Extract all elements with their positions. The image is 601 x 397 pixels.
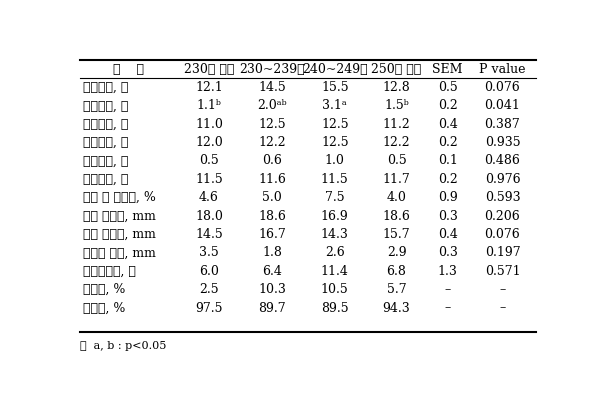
Text: 이유 전 폐사율, %: 이유 전 폐사율, %: [82, 191, 156, 204]
Text: 14.3: 14.3: [321, 228, 349, 241]
Text: –: –: [445, 283, 451, 296]
Text: 총산자수, 두: 총산자수, 두: [82, 81, 128, 94]
Text: 12.5: 12.5: [258, 118, 285, 131]
Text: 0.206: 0.206: [484, 210, 520, 223]
Text: –: –: [499, 302, 505, 314]
Text: 6.4: 6.4: [262, 265, 282, 278]
Text: 0.3: 0.3: [438, 210, 458, 223]
Text: 12.0: 12.0: [195, 136, 223, 149]
Text: 2.9: 2.9: [386, 247, 406, 259]
Text: 89.5: 89.5: [321, 302, 349, 314]
Text: 구    분: 구 분: [113, 63, 144, 75]
Text: 6.8: 6.8: [386, 265, 406, 278]
Text: 0.5: 0.5: [199, 154, 219, 168]
Text: 11.0: 11.0: [195, 118, 223, 131]
Text: 2.6: 2.6: [325, 247, 344, 259]
Text: 230일 미만: 230일 미만: [184, 63, 234, 75]
Text: 0.6: 0.6: [262, 154, 282, 168]
Text: 1.0: 1.0: [325, 154, 345, 168]
Text: 6.0: 6.0: [199, 265, 219, 278]
Text: 분만율, %: 분만율, %: [82, 302, 125, 314]
Text: 89.7: 89.7: [258, 302, 285, 314]
Text: 0.2: 0.2: [438, 136, 457, 149]
Text: 0.197: 0.197: [484, 247, 520, 259]
Text: 0.486: 0.486: [484, 154, 520, 168]
Text: 0.935: 0.935: [484, 136, 520, 149]
Text: 실포유수, 두: 실포유수, 두: [82, 136, 128, 149]
Text: 12.2: 12.2: [258, 136, 285, 149]
Text: ※  a, b : p<0.05: ※ a, b : p<0.05: [80, 341, 166, 351]
Text: 11.6: 11.6: [258, 173, 286, 186]
Text: 0.976: 0.976: [484, 173, 520, 186]
Text: 11.4: 11.4: [321, 265, 349, 278]
Text: 등지방 변화, mm: 등지방 변화, mm: [82, 247, 156, 259]
Text: 0.3: 0.3: [438, 247, 458, 259]
Text: 11.7: 11.7: [383, 173, 410, 186]
Text: 97.5: 97.5: [195, 302, 223, 314]
Text: 0.5: 0.5: [386, 154, 406, 168]
Text: 분만 등지방, mm: 분만 등지방, mm: [82, 210, 156, 223]
Text: 3.5: 3.5: [199, 247, 219, 259]
Text: 15.7: 15.7: [383, 228, 410, 241]
Text: 5.7: 5.7: [386, 283, 406, 296]
Text: 12.5: 12.5: [321, 136, 349, 149]
Text: 18.6: 18.6: [258, 210, 286, 223]
Text: 0.4: 0.4: [438, 228, 458, 241]
Text: 18.6: 18.6: [383, 210, 410, 223]
Text: 이유두수, 두: 이유두수, 두: [82, 173, 128, 186]
Text: 12.8: 12.8: [383, 81, 410, 94]
Text: 10.3: 10.3: [258, 283, 286, 296]
Text: 11.5: 11.5: [321, 173, 349, 186]
Text: 230~239일: 230~239일: [239, 63, 305, 75]
Text: 12.1: 12.1: [195, 81, 223, 94]
Text: 0.5: 0.5: [438, 81, 457, 94]
Text: 2.0ᵃᵇ: 2.0ᵃᵇ: [257, 99, 287, 112]
Text: 0.9: 0.9: [438, 191, 457, 204]
Text: –: –: [499, 283, 505, 296]
Text: 도태율, %: 도태율, %: [82, 283, 125, 296]
Text: 7.5: 7.5: [325, 191, 344, 204]
Text: 0.4: 0.4: [438, 118, 458, 131]
Text: 0.2: 0.2: [438, 173, 457, 186]
Text: 4.0: 4.0: [386, 191, 406, 204]
Text: 3.1ᵃ: 3.1ᵃ: [322, 99, 347, 112]
Text: 4.6: 4.6: [199, 191, 219, 204]
Text: 실산자수, 두: 실산자수, 두: [82, 118, 128, 131]
Text: 18.0: 18.0: [195, 210, 223, 223]
Text: 포유폐사, 두: 포유폐사, 두: [82, 154, 128, 168]
Text: 0.076: 0.076: [484, 228, 520, 241]
Text: 94.3: 94.3: [383, 302, 410, 314]
Text: 0.041: 0.041: [484, 99, 520, 112]
Text: 발정재귀일, 일: 발정재귀일, 일: [82, 265, 135, 278]
Text: 2.5: 2.5: [199, 283, 219, 296]
Text: 1.1ᵇ: 1.1ᵇ: [197, 99, 222, 112]
Text: P value: P value: [479, 63, 526, 75]
Text: 0.2: 0.2: [438, 99, 457, 112]
Text: –: –: [445, 302, 451, 314]
Text: 16.9: 16.9: [321, 210, 349, 223]
Text: 0.076: 0.076: [484, 81, 520, 94]
Text: 15.5: 15.5: [321, 81, 349, 94]
Text: SEM: SEM: [433, 63, 463, 75]
Text: 1.3: 1.3: [438, 265, 458, 278]
Text: 0.593: 0.593: [484, 191, 520, 204]
Text: 14.5: 14.5: [258, 81, 286, 94]
Text: 250일 이상: 250일 이상: [371, 63, 422, 75]
Text: 11.2: 11.2: [383, 118, 410, 131]
Text: 16.7: 16.7: [258, 228, 286, 241]
Text: 1.5ᵇ: 1.5ᵇ: [384, 99, 409, 112]
Text: 11.5: 11.5: [195, 173, 223, 186]
Text: 이유 등지방, mm: 이유 등지방, mm: [82, 228, 156, 241]
Text: 0.1: 0.1: [438, 154, 458, 168]
Text: 0.571: 0.571: [484, 265, 520, 278]
Text: 10.5: 10.5: [321, 283, 349, 296]
Text: 0.387: 0.387: [484, 118, 520, 131]
Text: 5.0: 5.0: [262, 191, 282, 204]
Text: 12.5: 12.5: [321, 118, 349, 131]
Text: 1.8: 1.8: [262, 247, 282, 259]
Text: 14.5: 14.5: [195, 228, 223, 241]
Text: 12.2: 12.2: [383, 136, 410, 149]
Text: 240~249일: 240~249일: [302, 63, 368, 75]
Text: 분만폐사, 두: 분만폐사, 두: [82, 99, 128, 112]
